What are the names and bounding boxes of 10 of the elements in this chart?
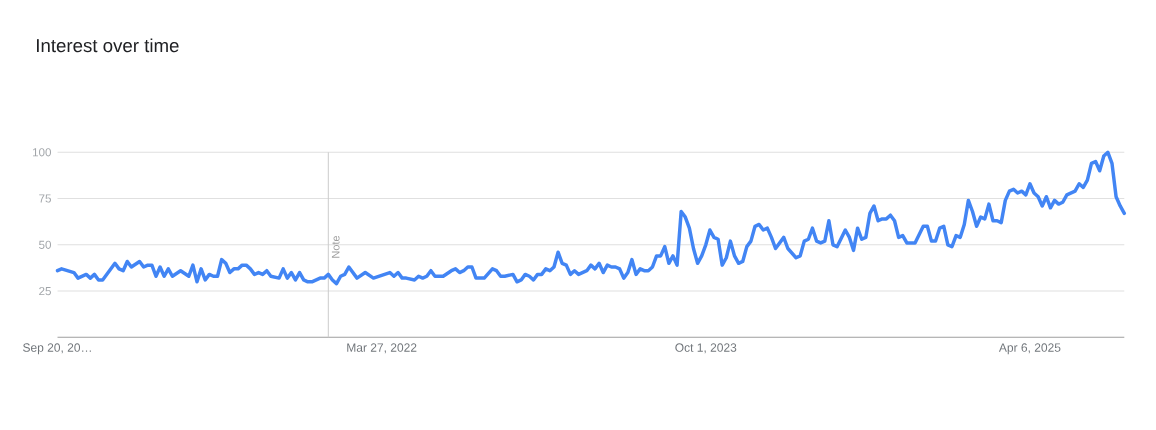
x-tick-label: Mar 27, 2022 (347, 343, 417, 354)
y-tick-label: 100 (32, 148, 52, 157)
y-tick-label: 25 (39, 286, 51, 296)
ref-line-label: Note (331, 235, 340, 258)
x-tick-label: Oct 1, 2023 (675, 343, 737, 354)
y-tick-label: 50 (39, 240, 52, 249)
y-tick-label: 75 (39, 194, 51, 203)
chart-title: Interest over time (36, 38, 179, 53)
x-tick-label: Sep 20, 20… (23, 343, 91, 355)
x-tick-label: Apr 6, 2025 (998, 343, 1061, 355)
